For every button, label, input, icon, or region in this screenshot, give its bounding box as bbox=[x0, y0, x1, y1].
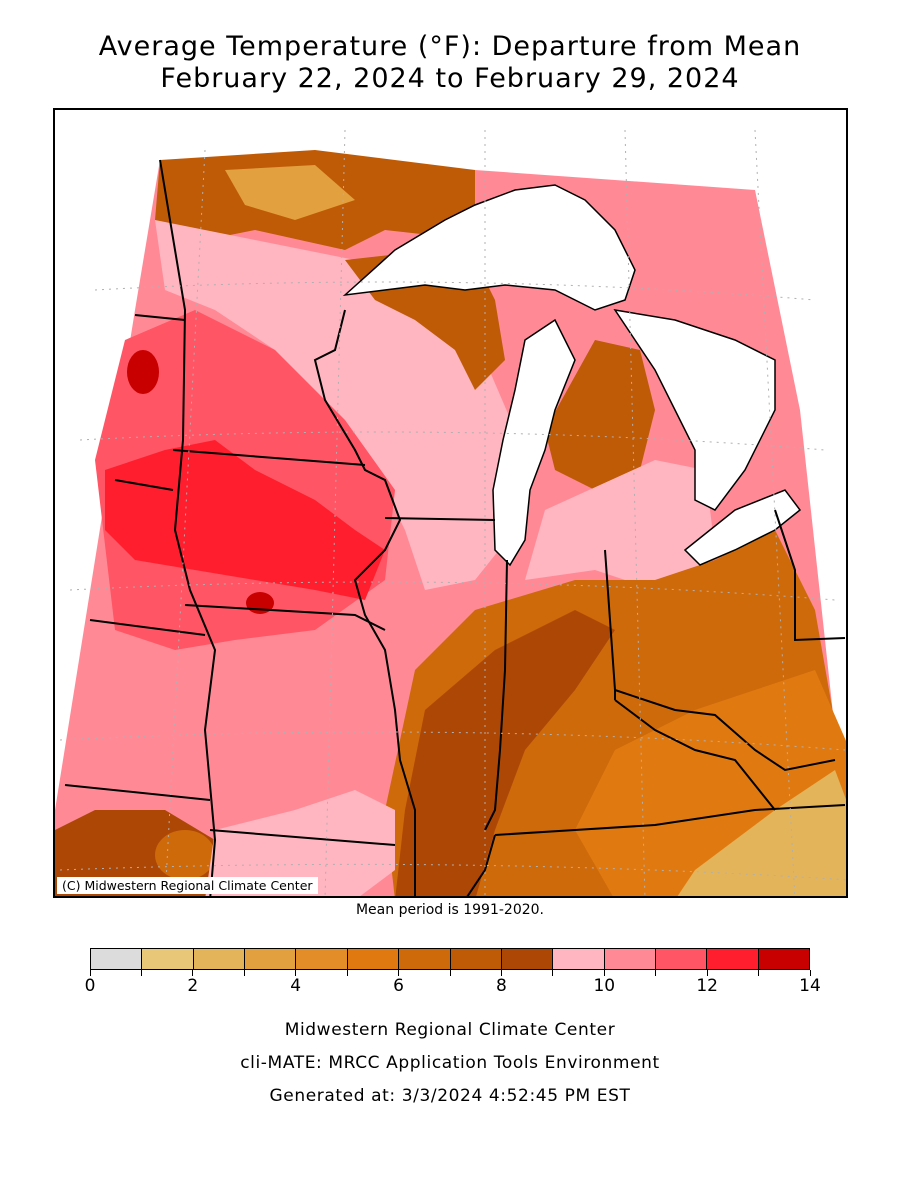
legend-swatch-3 bbox=[245, 949, 297, 969]
legend-tick bbox=[758, 970, 760, 976]
legend-swatch-11 bbox=[655, 949, 708, 969]
legend-tick bbox=[346, 970, 348, 976]
mean-period-note: Mean period is 1991-2020. bbox=[355, 902, 545, 918]
lake-superior bbox=[342, 184, 636, 311]
legend-tick bbox=[89, 970, 91, 976]
legend-swatch-5 bbox=[347, 949, 400, 969]
graticule bbox=[59, 129, 846, 896]
color-legend bbox=[90, 948, 810, 970]
legend-tick-label: 10 bbox=[593, 976, 616, 996]
legend-tick bbox=[243, 970, 245, 976]
legend-tick-label: 14 bbox=[799, 976, 821, 996]
legend-ticks bbox=[89, 970, 811, 978]
legend-tick bbox=[398, 970, 400, 976]
lake-michigan bbox=[492, 318, 576, 567]
region-south-dark bbox=[395, 610, 615, 896]
legend-swatch-4 bbox=[296, 949, 348, 969]
region-southeast-tan bbox=[677, 770, 846, 896]
footer-organization: Midwestern Regional Climate Center bbox=[284, 1020, 616, 1040]
footer-generated-time: Generated at: 3/3/2024 4:52:45 PM EST bbox=[269, 1086, 631, 1106]
region-missouri-pink bbox=[205, 790, 395, 896]
legend-swatch-9 bbox=[553, 949, 605, 969]
legend-tick-label: 0 bbox=[84, 976, 96, 996]
legend-swatch-13 bbox=[758, 949, 810, 969]
legend-tick-label: 8 bbox=[496, 976, 507, 996]
region-bright-red bbox=[105, 440, 385, 600]
legend-tick-label: 2 bbox=[187, 976, 199, 996]
footer-application: cli-MATE: MRCC Application Tools Environ… bbox=[240, 1053, 660, 1073]
legend-swatch-0 bbox=[91, 949, 143, 969]
lake-erie bbox=[683, 489, 802, 566]
region-southwest-spot bbox=[155, 830, 215, 880]
region-darkred-spot-north bbox=[127, 350, 159, 394]
legend-swatch-1 bbox=[142, 949, 194, 969]
region-michigan-orange bbox=[545, 340, 655, 490]
map-credit: (C) Midwestern Regional Climate Center bbox=[57, 877, 318, 894]
legend-tick bbox=[295, 970, 297, 976]
map-subtitle-date-range: February 22, 2024 to February 29, 2024 bbox=[160, 63, 740, 94]
legend-tick bbox=[449, 970, 451, 976]
legend-tick bbox=[552, 970, 554, 976]
legend-tick bbox=[603, 970, 605, 976]
legend-tick bbox=[655, 970, 657, 976]
legend-tick bbox=[809, 970, 811, 976]
legend-tick-label: 4 bbox=[290, 976, 302, 996]
lake-huron bbox=[613, 308, 776, 511]
map-title: Average Temperature (°F): Departure from… bbox=[98, 31, 802, 62]
map-svg bbox=[55, 129, 846, 896]
legend-tick bbox=[706, 970, 708, 976]
temperature-departure-map: (C) Midwestern Regional Climate Center bbox=[53, 108, 848, 898]
region-michigan-pink bbox=[525, 460, 715, 610]
legend-tick bbox=[500, 970, 502, 976]
legend-swatch-10 bbox=[604, 949, 656, 969]
legend-swatch-7 bbox=[450, 949, 502, 969]
legend-swatch-12 bbox=[707, 949, 759, 969]
legend-swatch-2 bbox=[193, 949, 246, 969]
legend-tick bbox=[192, 970, 194, 976]
legend-tick-label: 6 bbox=[393, 976, 404, 996]
legend-swatch-8 bbox=[501, 949, 554, 969]
legend-swatch-6 bbox=[399, 949, 451, 969]
region-north-light bbox=[225, 165, 355, 220]
legend-tick bbox=[140, 970, 142, 976]
state-boundaries bbox=[64, 159, 846, 896]
legend-tick-label: 12 bbox=[696, 976, 718, 996]
